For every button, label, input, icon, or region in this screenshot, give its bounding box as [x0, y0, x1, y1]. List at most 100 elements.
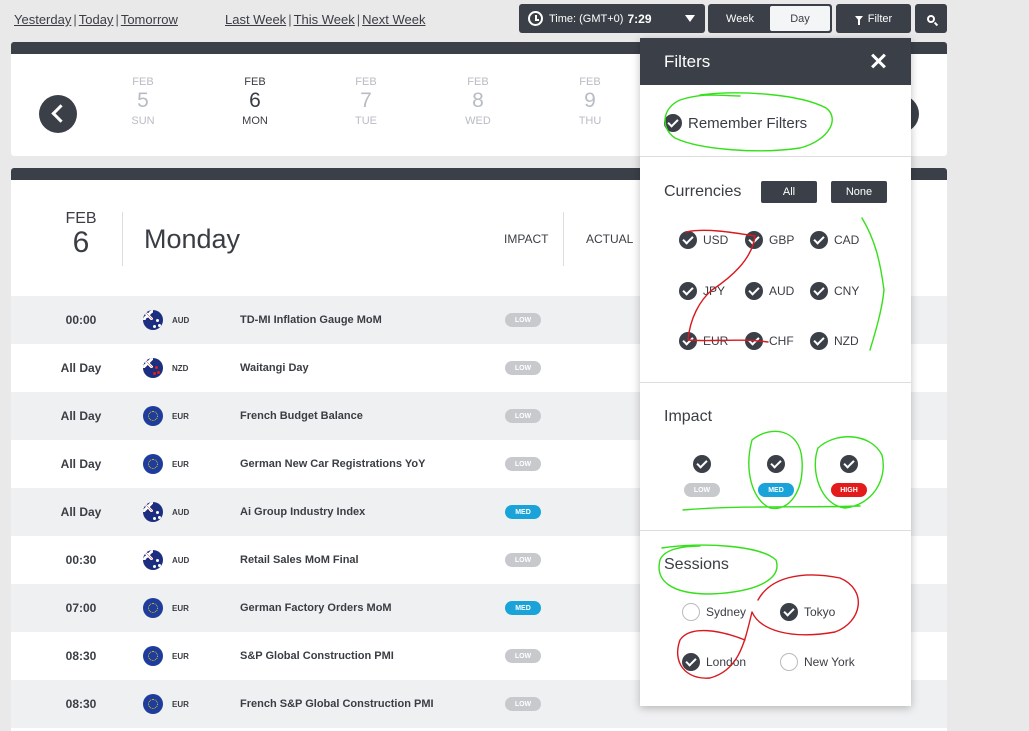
last-week-link[interactable]: Last Week — [225, 12, 287, 27]
date-item[interactable]: FEB 7 TUE — [336, 76, 396, 127]
event-time: 00:30 — [65, 553, 97, 567]
date-month: FEB — [355, 76, 377, 88]
currency-cad[interactable]: CAD — [810, 231, 859, 249]
selected-date: FEB 6 — [55, 210, 107, 258]
date-day: 7 — [360, 89, 372, 112]
divider — [640, 382, 911, 383]
date-item-active[interactable]: FEB 6 MON — [225, 76, 285, 127]
tomorrow-link[interactable]: Tomorrow — [120, 12, 178, 27]
week-nav: Last Week | This Week | Next Week — [225, 12, 425, 27]
date-item[interactable]: FEB 5 SUN — [113, 76, 173, 127]
currency-chf[interactable]: CHF — [745, 332, 794, 350]
date-item[interactable]: FEB 8 WED — [448, 76, 508, 127]
event-currency: AUD — [172, 555, 190, 565]
session-label: London — [706, 655, 747, 669]
all-button[interactable]: All — [761, 181, 817, 203]
impact-badge: MED — [505, 601, 541, 615]
event-name: French Budget Balance — [240, 410, 363, 422]
impact-badge: LOW — [505, 553, 541, 567]
event-currency: AUD — [172, 507, 190, 517]
impact-header: IMPACT — [504, 232, 549, 246]
event-time: All Day — [60, 409, 102, 423]
radio-icon — [682, 603, 700, 621]
currency-usd[interactable]: USD — [679, 231, 728, 249]
event-name: French S&P Global Construction PMI — [240, 698, 434, 710]
view-toggle: Week Day — [708, 4, 832, 33]
event-name: Ai Group Industry Index — [240, 506, 366, 518]
day-button[interactable]: Day — [770, 6, 830, 31]
check-icon — [664, 114, 682, 132]
filters-panel: Filters Remember Filters Currencies All … — [640, 38, 911, 706]
table-row[interactable]: All Day EUR German New Car Registrations Y… — [11, 440, 947, 488]
event-time: 00:00 — [65, 313, 97, 327]
date-weekday: WED — [465, 115, 491, 127]
today-link[interactable]: Today — [78, 12, 114, 27]
actual-header: ACTUAL — [586, 232, 634, 246]
event-name: Retail Sales MoM Final — [240, 554, 359, 566]
session-label: New York — [804, 655, 855, 669]
flag-icon — [143, 310, 163, 330]
currency-label: CNY — [834, 284, 860, 298]
flag-icon — [143, 358, 163, 378]
table-row[interactable]: 00:30 AUD Retail Sales MoM Final LOW — [11, 536, 947, 584]
this-week-link[interactable]: This Week — [293, 12, 355, 27]
impact-badge: MED — [505, 505, 541, 519]
timezone-dropdown[interactable]: Time: (GMT+0) 7:29 — [519, 4, 705, 33]
event-time: All Day — [60, 361, 102, 375]
date-month: FEB — [244, 76, 266, 88]
impact-low-badge: LOW — [684, 483, 720, 497]
check-icon — [679, 231, 697, 249]
search-icon — [927, 14, 935, 23]
session-london[interactable]: London — [682, 653, 746, 671]
remember-filters-checkbox[interactable]: Remember Filters — [664, 114, 807, 132]
impact-high-checkbox[interactable] — [840, 455, 858, 473]
session-sydney[interactable]: Sydney — [682, 603, 746, 621]
event-name: S&P Global Construction PMI — [240, 650, 394, 662]
sessions-title: Sessions — [664, 556, 729, 573]
date-month: FEB — [132, 76, 154, 88]
flag-icon — [143, 694, 163, 714]
divider — [640, 156, 911, 157]
session-label: Sydney — [706, 605, 747, 619]
session-tokyo[interactable]: Tokyo — [780, 603, 835, 621]
time-label: Time: (GMT+0) — [549, 12, 624, 25]
filter-button[interactable]: Filter — [836, 4, 911, 33]
table-row[interactable]: 08:30 EUR S&P Global Construction PMI LOW — [11, 632, 947, 680]
check-icon — [745, 332, 763, 350]
divider — [122, 212, 123, 266]
event-currency: NZD — [172, 363, 189, 373]
date-month: FEB — [467, 76, 489, 88]
yesterday-link[interactable]: Yesterday — [14, 12, 72, 27]
event-currency: EUR — [172, 603, 189, 613]
radio-icon — [780, 653, 798, 671]
date-weekday: THU — [578, 115, 602, 127]
week-button[interactable]: Week — [726, 12, 754, 25]
currency-aud[interactable]: AUD — [745, 282, 794, 300]
session-label: Tokyo — [804, 605, 836, 619]
check-icon — [679, 332, 697, 350]
impact-low-checkbox[interactable] — [693, 455, 711, 473]
currency-eur[interactable]: EUR — [679, 332, 728, 350]
currency-cny[interactable]: CNY — [810, 282, 859, 300]
divider — [563, 212, 564, 266]
currency-label: CHF — [769, 334, 794, 348]
impact-med-checkbox[interactable] — [767, 455, 785, 473]
next-week-link[interactable]: Next Week — [362, 12, 426, 27]
event-name: German Factory Orders MoM — [240, 602, 392, 614]
date-item[interactable]: FEB 9 THU — [560, 76, 620, 127]
table-row[interactable]: All Day NZD Waitangi Day LOW — [11, 344, 947, 392]
flag-icon — [143, 598, 163, 618]
flag-icon — [143, 550, 163, 570]
search-button[interactable] — [915, 4, 947, 33]
day-nav: Yesterday | Today | Tomorrow — [14, 12, 178, 27]
currency-jpy[interactable]: JPY — [679, 282, 725, 300]
prev-arrow-button[interactable] — [39, 95, 77, 133]
currency-nzd[interactable]: NZD — [810, 332, 859, 350]
currency-gbp[interactable]: GBP — [745, 231, 794, 249]
date-day: 9 — [584, 89, 596, 112]
filters-header: Filters — [640, 38, 911, 85]
none-button[interactable]: None — [831, 181, 887, 203]
close-icon[interactable] — [870, 53, 886, 69]
session-new-york[interactable]: New York — [780, 653, 855, 671]
event-currency: EUR — [172, 459, 189, 469]
